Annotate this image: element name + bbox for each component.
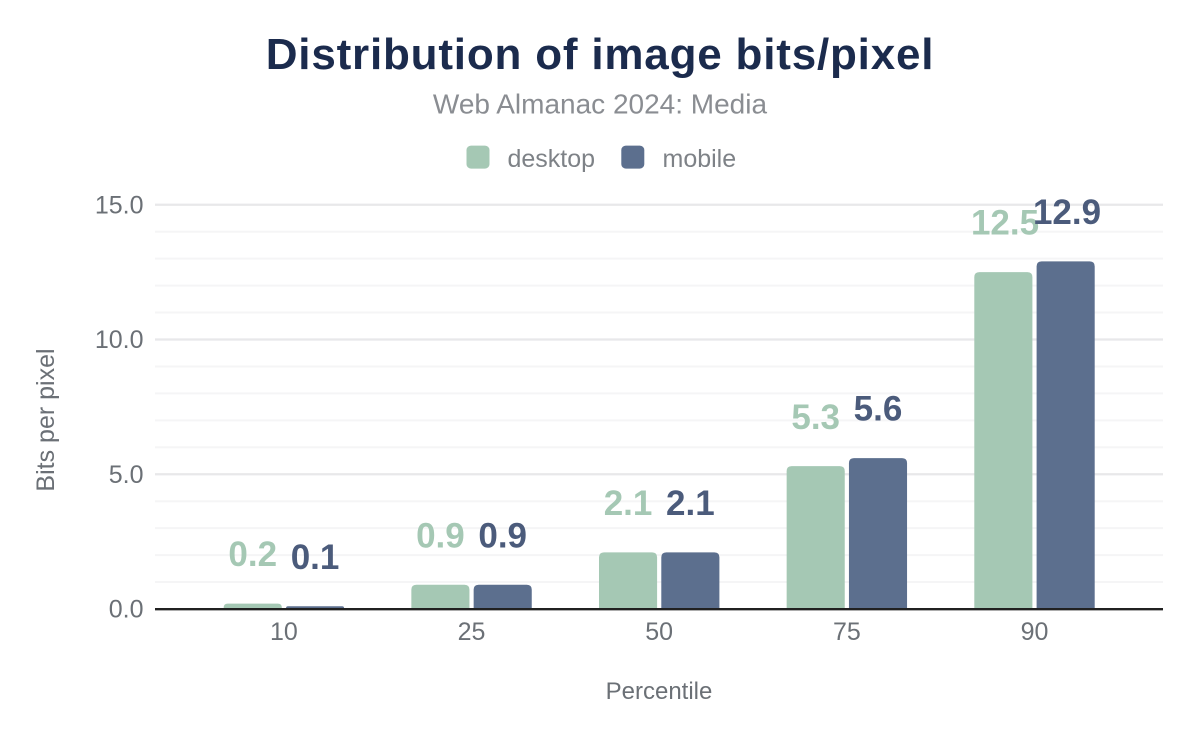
svg-text:mobile: mobile [663, 145, 737, 173]
svg-text:0.1: 0.1 [291, 538, 340, 577]
svg-text:50: 50 [645, 618, 673, 646]
svg-text:25: 25 [458, 618, 486, 646]
svg-text:10.0: 10.0 [95, 326, 144, 354]
svg-text:Bits per pixel: Bits per pixel [32, 348, 60, 491]
svg-text:12.9: 12.9 [1033, 193, 1101, 232]
svg-text:15.0: 15.0 [95, 191, 144, 219]
svg-text:Distribution of image bits/pix: Distribution of image bits/pixel [266, 30, 935, 79]
svg-text:desktop: desktop [508, 145, 596, 173]
svg-text:2.1: 2.1 [666, 484, 715, 523]
svg-text:5.6: 5.6 [854, 390, 903, 429]
svg-text:0.0: 0.0 [109, 596, 144, 624]
svg-text:5.3: 5.3 [791, 398, 840, 437]
svg-text:90: 90 [1021, 618, 1049, 646]
svg-text:Web Almanac 2024: Media: Web Almanac 2024: Media [433, 89, 768, 120]
svg-text:2.1: 2.1 [604, 484, 653, 523]
svg-text:0.2: 0.2 [228, 535, 277, 574]
svg-text:Percentile: Percentile [606, 678, 713, 705]
svg-text:0.9: 0.9 [478, 516, 527, 555]
svg-text:75: 75 [833, 618, 861, 646]
svg-text:5.0: 5.0 [109, 461, 144, 489]
svg-text:10: 10 [270, 618, 298, 646]
svg-text:0.9: 0.9 [416, 516, 465, 555]
svg-text:12.5: 12.5 [971, 204, 1039, 243]
